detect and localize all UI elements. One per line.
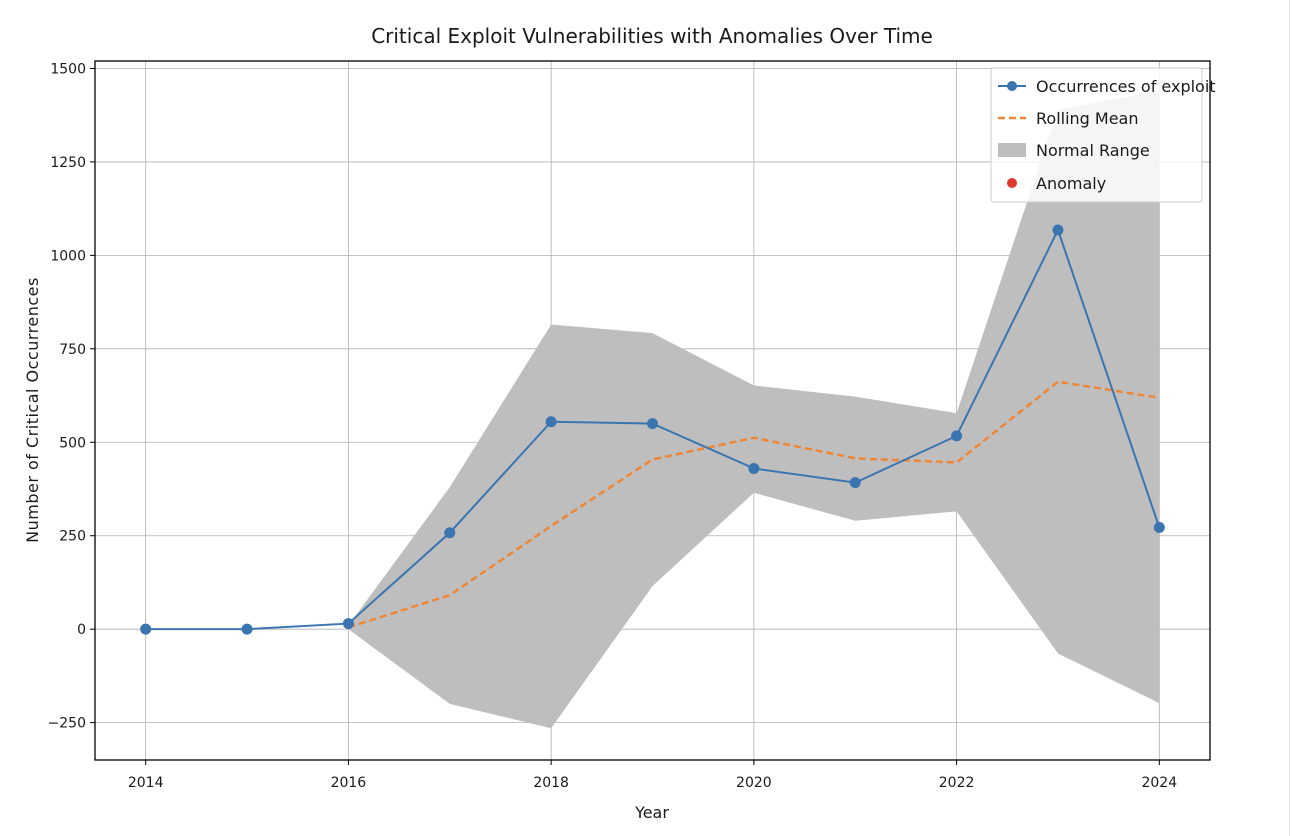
y-tick-label: 750: [59, 342, 86, 358]
y-tick-label: 0: [77, 622, 86, 638]
page-edge-divider: [1289, 0, 1290, 836]
y-tick-label: 500: [59, 435, 86, 451]
x-tick-label: 2020: [736, 775, 772, 791]
legend-box: [990, 67, 1203, 203]
axis-ticks: 2014 2016 2018 2020 2022 2024 −250 0 250 500 750 10…: [48, 61, 1178, 791]
rolling-mean-line: [348, 380, 1160, 629]
normal-range-band: [348, 90, 1160, 729]
legend-swatch-normal-range: [998, 143, 1026, 157]
legend-marker-occurrences: [1007, 81, 1017, 91]
legend-label-rolling-mean: Rolling Mean: [1036, 109, 1139, 128]
occurrences-point: [849, 477, 861, 489]
occurrences-point: [748, 462, 760, 474]
x-axis-label: Year: [634, 803, 669, 822]
x-tick-label: 2014: [128, 775, 164, 791]
legend-item-rolling-mean: Rolling Mean: [998, 109, 1139, 128]
legend-label-anomaly: Anomaly: [1036, 174, 1106, 193]
y-tick-label: −250: [48, 716, 86, 732]
chart-title: Critical Exploit Vulnerabilities with An…: [371, 24, 933, 48]
rolling-mean-layer: [348, 380, 1160, 629]
legend-label-occurrences: Occurrences of exploit: [1036, 77, 1216, 96]
occurrences-point: [140, 623, 152, 635]
occurrences-point: [951, 430, 963, 442]
normal-range-band-layer: [348, 90, 1160, 729]
occurrences-point: [545, 416, 557, 428]
x-tick-label: 2024: [1141, 775, 1177, 791]
x-tick-label: 2016: [331, 775, 367, 791]
y-tick-label: 1000: [50, 248, 86, 264]
occurrences-point: [647, 418, 658, 430]
occurrences-point: [444, 527, 456, 539]
legend: Occurrences of exploit Rolling Mean Norm…: [990, 67, 1216, 203]
occurrences-layer: [140, 224, 1165, 635]
y-tick-label: 250: [59, 529, 86, 545]
x-tick-label: 2018: [533, 775, 569, 791]
y-axis-label: Number of Critical Occurrences: [23, 277, 42, 543]
legend-label-normal-range: Normal Range: [1036, 141, 1150, 160]
y-tick-label: 1250: [50, 155, 86, 171]
x-tick-label: 2022: [939, 775, 975, 791]
plot-frame: [94, 60, 1211, 761]
occurrences-point: [1052, 224, 1064, 236]
occurrences-point: [1153, 521, 1165, 533]
legend-item-anomaly: Anomaly: [1007, 174, 1106, 193]
occurrences-point: [241, 623, 253, 635]
occurrences-point: [342, 618, 354, 630]
legend-marker-anomaly: [1007, 178, 1017, 188]
legend-item-occurrences: Occurrences of exploit: [998, 77, 1216, 96]
y-tick-label: 1500: [50, 61, 86, 77]
legend-item-normal-range: Normal Range: [998, 141, 1150, 160]
